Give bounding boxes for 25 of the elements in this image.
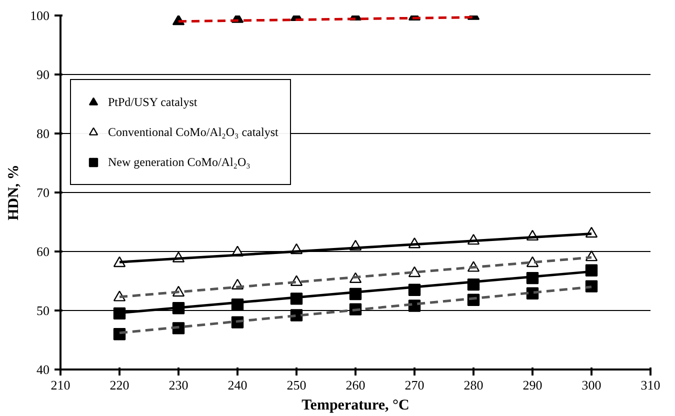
x-tick-label: 250: [286, 378, 306, 392]
x-tick-label: 210: [50, 378, 70, 392]
y-tick-label: 50: [36, 303, 50, 318]
point: [526, 256, 539, 268]
x-tick-label: 310: [640, 378, 660, 392]
x-tick-label: 300: [582, 378, 602, 392]
x-tick-label: 290: [522, 378, 542, 392]
y-tick-label: 100: [30, 8, 50, 23]
y-tick-label: 80: [36, 126, 50, 141]
y-tick-label: 70: [36, 185, 50, 200]
x-tick-label: 270: [404, 378, 424, 392]
x-tick-label: 280: [464, 378, 484, 392]
y-axis-title: HDN, %: [6, 164, 22, 220]
legend-label: New generation CoMo/Al₂O₃: [108, 154, 250, 170]
x-tick-label: 260: [346, 378, 366, 392]
x-axis-title: Temperature, °C: [302, 398, 410, 414]
legend-label: PtPd/USY catalyst: [108, 94, 198, 110]
x-tick-label: 240: [228, 378, 248, 392]
x-tick-label: 220: [110, 378, 130, 392]
y-tick-label: 90: [36, 67, 50, 82]
legend-label: Conventional CoMo/Al₂O₃ catalyst: [108, 124, 278, 140]
point: [408, 266, 421, 278]
y-tick-label: 40: [36, 362, 50, 377]
y-tick-label: 60: [36, 244, 50, 259]
x-tick-label: 230: [168, 378, 188, 392]
